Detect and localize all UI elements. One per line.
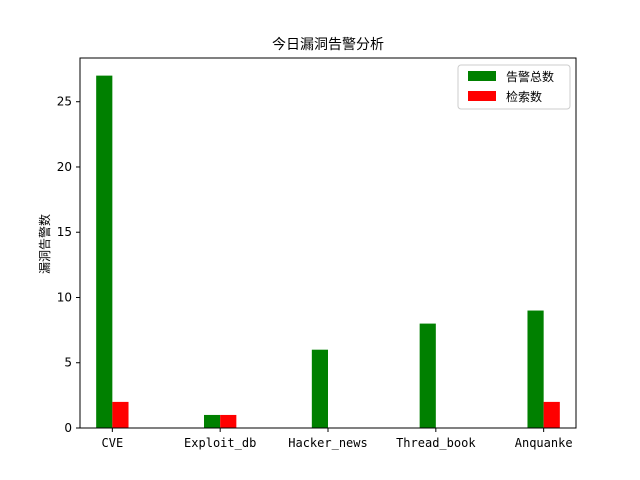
legend-label-0: 告警总数 [506,69,554,84]
legend-swatch-0 [468,71,496,81]
legend-swatch-1 [468,91,496,101]
x-tick-label-anquanke: Anquanke [515,436,573,450]
y-tick-label: 20 [57,160,72,174]
bar-total-thread_book [419,323,436,428]
x-tick-label-thread_book: Thread_book [396,436,476,450]
bars-group [96,75,560,428]
bar-total-anquanke [527,310,544,428]
y-tick-label: 25 [57,95,72,109]
bar-retrieved-cve [112,401,129,428]
bar-total-hacker_news [311,349,328,428]
y-tick-label: 15 [57,225,72,239]
axes-group: 0 5 10 15 20 25 CVE Exploit_db Hacker_news Thread… [57,57,577,450]
y-axis-label: 漏洞告警数 [37,214,52,274]
y-tick-label: 5 [64,356,72,370]
x-tick-label-hacker_news: Hacker_news [288,436,367,450]
bar-retrieved-exploit_db [220,414,237,428]
bar-total-cve [96,75,113,428]
chart-title: 今日漏洞告警分析 [272,37,384,53]
bar-total-exploit_db [204,414,221,428]
bar-retrieved-anquanke [543,401,560,428]
y-tick-label: 10 [57,290,72,304]
x-tick-label-exploit_db: Exploit_db [184,436,256,450]
x-tick-label-cve: CVE [102,436,124,450]
y-tick-label: 0 [64,421,72,435]
legend-label-1: 检索数 [506,89,542,104]
